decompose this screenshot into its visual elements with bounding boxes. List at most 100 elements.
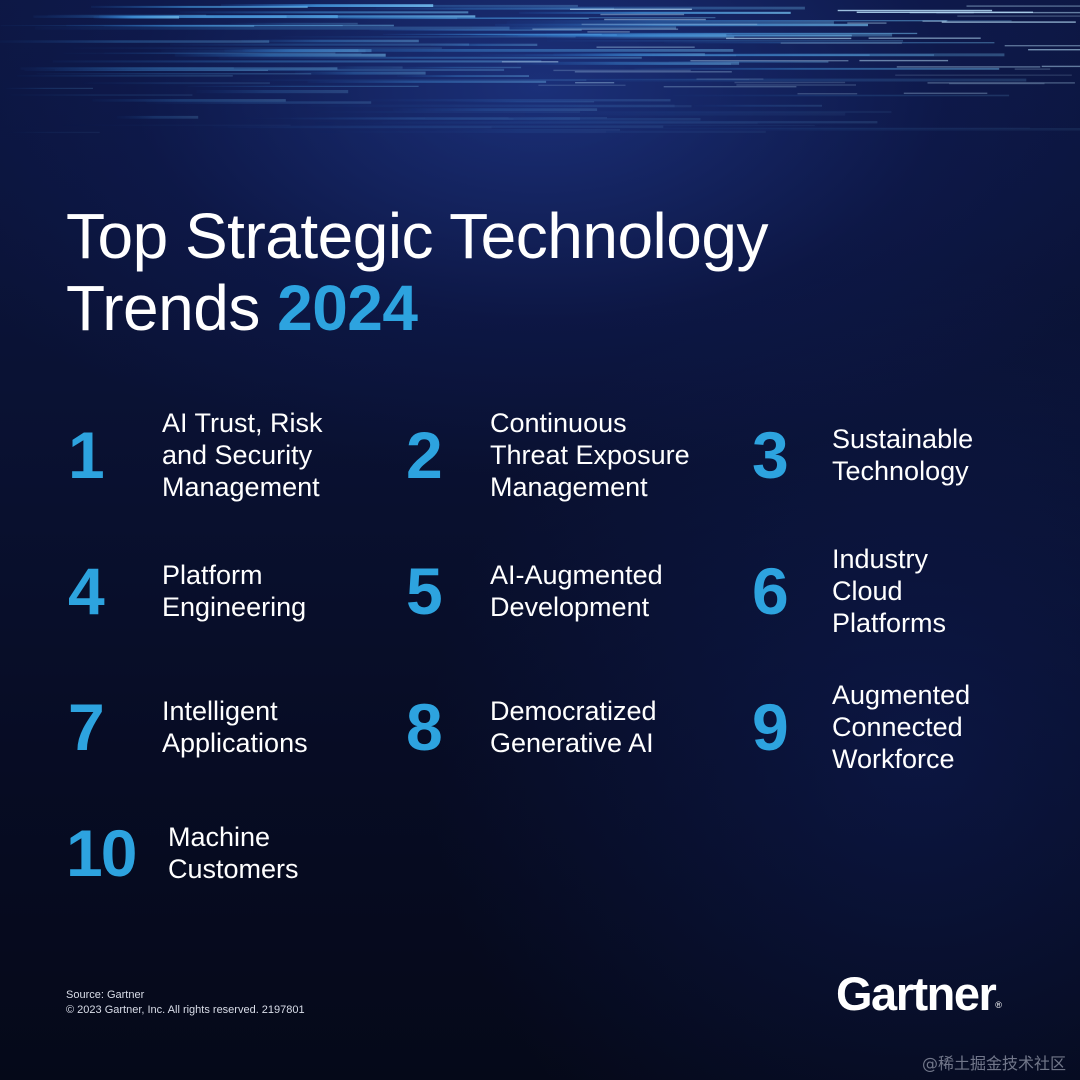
light-streak — [281, 36, 576, 38]
trend-label: Continuous Threat Exposure Management — [490, 408, 690, 502]
light-streak — [663, 86, 797, 88]
light-streak — [966, 5, 1080, 7]
light-streak — [9, 94, 193, 96]
light-streak — [1004, 45, 1080, 47]
light-streak — [690, 60, 849, 62]
copyright-line: © 2023 Gartner, Inc. All rights reserved… — [66, 1004, 305, 1016]
trend-item-2: 2 Continuous Threat Exposure Management — [406, 404, 690, 506]
trend-number: 6 — [752, 554, 789, 628]
light-streak — [24, 69, 268, 71]
light-streak — [505, 117, 607, 119]
gartner-logo: Gartner® — [836, 966, 1002, 1021]
light-streak — [221, 4, 434, 7]
light-streak — [307, 80, 547, 83]
light-streak — [922, 20, 947, 22]
light-streak — [847, 22, 887, 24]
light-streak — [559, 127, 1030, 129]
light-streak — [693, 104, 822, 107]
light-streak — [561, 125, 815, 127]
light-streak — [393, 108, 598, 111]
light-streak — [35, 26, 510, 30]
light-streak — [174, 53, 386, 57]
light-streak — [553, 53, 705, 56]
trend-item-7: 7 Intelligent Applications — [68, 676, 308, 778]
light-streak — [92, 99, 286, 102]
trend-label: Augmented Connected Workforce — [832, 680, 971, 774]
light-streak — [726, 37, 852, 40]
trend-item-4: 4 Platform Engineering — [68, 540, 306, 642]
light-streak — [606, 62, 731, 65]
light-streak — [381, 121, 878, 124]
light-streak — [1028, 49, 1080, 51]
title-line-1: Top Strategic Technology — [66, 200, 768, 272]
light-streak — [314, 122, 758, 125]
light-streak — [52, 60, 542, 63]
light-streak — [146, 101, 372, 104]
trend-item-3: 3 Sustainable Technology — [752, 404, 973, 506]
light-streak — [187, 85, 419, 87]
light-streak — [73, 47, 442, 49]
light-streak — [734, 81, 846, 84]
light-streaks-decoration — [0, 4, 1080, 134]
light-streak — [506, 21, 834, 25]
light-streak — [300, 104, 675, 108]
light-streak — [539, 78, 1027, 82]
light-streak — [525, 112, 846, 116]
light-streak — [392, 66, 522, 69]
light-streak — [581, 23, 758, 26]
light-streak — [117, 115, 199, 119]
light-streak — [546, 36, 735, 39]
light-streak — [91, 5, 308, 8]
light-streak — [936, 11, 1080, 14]
light-streak — [334, 18, 589, 19]
light-streak — [0, 40, 270, 43]
light-streak — [5, 87, 93, 89]
light-streak — [669, 60, 829, 63]
light-streak — [495, 23, 868, 27]
trend-label: AI-Augmented Development — [490, 560, 663, 622]
light-streak — [241, 117, 426, 120]
light-streak — [179, 11, 469, 14]
light-streak — [317, 17, 716, 19]
light-streak — [241, 39, 419, 43]
light-streak — [397, 75, 529, 77]
light-streak — [538, 84, 626, 86]
light-streak — [62, 124, 291, 126]
trend-number: 9 — [752, 690, 789, 764]
light-streak — [570, 8, 692, 10]
light-streak — [212, 125, 664, 128]
light-streak — [1041, 65, 1080, 68]
light-streak — [242, 49, 734, 52]
trend-number: 10 — [66, 816, 137, 890]
light-streak — [634, 67, 1000, 70]
light-streak — [927, 82, 1075, 84]
light-streak — [903, 92, 988, 94]
light-streak — [230, 22, 358, 25]
light-streak — [457, 101, 595, 103]
trend-label: Platform Engineering — [162, 560, 307, 622]
light-streak — [347, 7, 614, 10]
light-streak — [664, 42, 995, 44]
light-streak — [896, 66, 1041, 68]
light-streak — [20, 67, 338, 70]
light-streak — [509, 20, 948, 22]
trend-label: Machine Customers — [168, 822, 299, 884]
light-streak — [941, 21, 1076, 23]
title-year: 2024 — [277, 272, 418, 344]
trend-number: 3 — [752, 418, 789, 492]
light-streak — [780, 42, 902, 44]
trend-label: Sustainable Technology — [832, 424, 974, 486]
light-streak — [957, 15, 1080, 17]
light-streak — [241, 79, 587, 81]
light-streak — [837, 9, 993, 12]
light-streak — [505, 34, 852, 37]
trend-label: Democratized Generative AI — [490, 696, 657, 758]
light-streak — [519, 11, 791, 14]
light-streak — [435, 129, 620, 131]
light-streak — [673, 94, 1010, 97]
light-streak — [169, 43, 470, 46]
light-streak — [696, 78, 764, 80]
light-streak — [36, 73, 312, 75]
light-streak — [369, 99, 671, 102]
page-title: Top Strategic Technology Trends 2024 — [66, 200, 768, 344]
